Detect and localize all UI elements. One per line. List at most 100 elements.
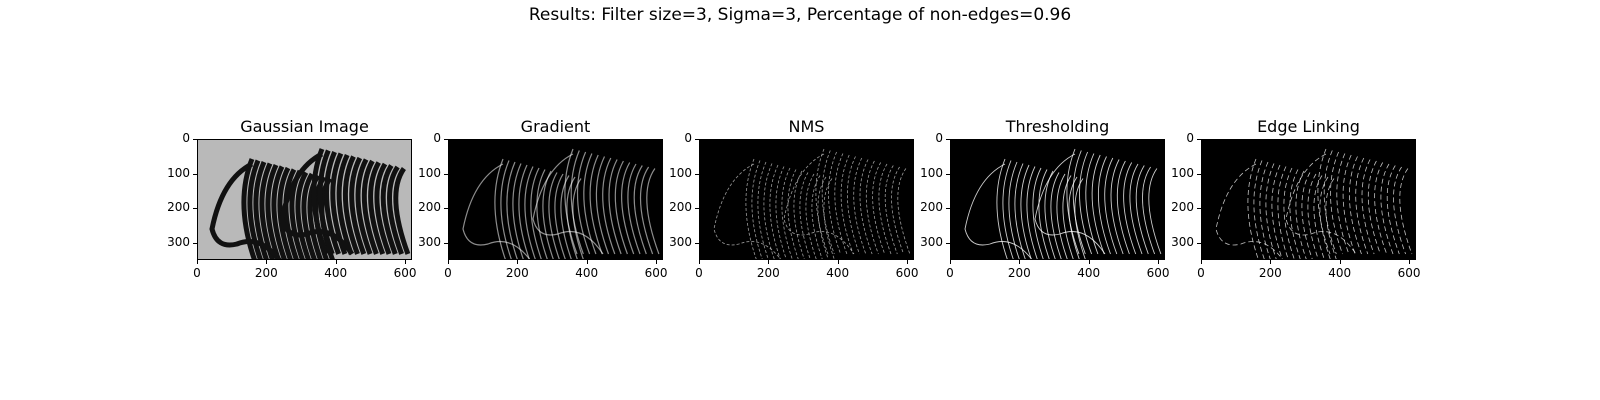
x-tick-mark	[448, 260, 449, 264]
y-tick-label: 0	[433, 131, 441, 145]
x-tick-label: 600	[644, 266, 668, 280]
x-tick-label: 400	[575, 266, 599, 280]
zebra-stripe	[627, 163, 641, 255]
y-tick-mark	[1197, 242, 1201, 244]
zebra-stripe	[295, 171, 312, 260]
x-tick-label: 600	[393, 266, 417, 280]
zebra-stripe	[589, 154, 603, 255]
zebra-stripe	[512, 163, 525, 260]
x-tick-label: 0	[695, 266, 703, 280]
zebra-stripe	[564, 148, 578, 255]
panel-title: Thresholding	[1005, 117, 1110, 136]
zebra-stripe	[1020, 164, 1033, 260]
zebra-stripe	[817, 176, 830, 260]
y-tick-label: 0	[1186, 131, 1194, 145]
zebra-stripe	[1085, 153, 1099, 255]
x-tick-mark	[699, 260, 700, 264]
zebra-outline	[713, 163, 782, 260]
x-tick-mark	[907, 260, 909, 264]
figure-title: Results: Filter size=3, Sigma=3, Percent…	[528, 5, 1072, 25]
y-tick-mark	[193, 139, 197, 140]
zebra-stripe	[834, 153, 848, 255]
zebra-stripe	[271, 165, 288, 260]
x-tick-mark	[1270, 260, 1272, 264]
y-tick-mark	[946, 173, 950, 175]
image-panel-2: Gradient 0 100 200 300 0 200 400 600	[418, 117, 667, 315]
zebra-stripe	[1038, 169, 1051, 260]
zebra-stripe	[583, 153, 597, 255]
zebra-stripe	[1393, 166, 1406, 255]
zebra-stripe	[311, 148, 329, 255]
x-tick-label: 600	[895, 266, 919, 280]
zebra-stripe	[815, 148, 829, 255]
x-tick-label: 200	[1258, 266, 1282, 280]
zebra-stripe	[1014, 163, 1027, 260]
y-tick-mark	[444, 242, 448, 244]
y-tick-mark	[1197, 139, 1201, 140]
zebra-stripe	[342, 155, 360, 255]
zebra-stripe	[1247, 158, 1260, 260]
zebra-outline	[964, 163, 1033, 260]
zebra-stripe	[355, 158, 373, 255]
zebra-stripe	[1008, 161, 1021, 260]
x-tick-mark	[197, 260, 198, 264]
y-tick-label: 300	[920, 234, 943, 249]
y-tick-mark	[695, 242, 699, 244]
zebra-stripe	[1110, 159, 1124, 255]
zebra-stripe	[1002, 160, 1015, 260]
zebra-stripe	[241, 158, 258, 260]
zebra-stripe	[1026, 166, 1039, 260]
x-tick-label: 200	[1007, 266, 1031, 280]
zebra-stripe	[1097, 156, 1111, 255]
x-tick-mark	[517, 260, 519, 264]
zebra-stripe	[640, 166, 654, 255]
y-tick-mark	[1197, 208, 1201, 210]
x-tick-label: 200	[505, 266, 529, 280]
zebra-stripe	[1104, 157, 1118, 255]
y-tick-mark	[946, 139, 950, 140]
zebra-stripe	[277, 166, 294, 260]
zebra-stripe	[1259, 161, 1272, 260]
zebra-stripe	[805, 173, 818, 260]
x-tick-mark	[768, 260, 770, 264]
zebra-stripe	[1349, 156, 1362, 255]
zebra-stripe	[393, 167, 411, 255]
y-tick-mark	[1197, 173, 1201, 175]
panel-title: NMS	[788, 117, 825, 136]
y-tick-label: 300	[418, 234, 441, 249]
zebra-stripe	[811, 175, 824, 260]
x-tick-mark	[950, 260, 951, 264]
zebra-stripe	[646, 168, 660, 255]
zebra-stripe	[1142, 166, 1156, 255]
y-tick-label: 300	[669, 234, 692, 249]
zebra-stripe	[1307, 173, 1320, 260]
zebra-stripe	[769, 164, 782, 260]
panel-image	[1201, 139, 1416, 260]
y-tick-label: 300	[167, 234, 190, 249]
zebra-stripe	[602, 157, 616, 255]
zebra-outline	[279, 151, 355, 256]
zebra-stripe	[1277, 166, 1290, 260]
zebra-stripe	[374, 162, 392, 255]
zebra-stripe	[1399, 168, 1413, 255]
zebra-stripe	[878, 163, 892, 255]
zebra-stripe	[757, 161, 770, 260]
panel-title: Edge Linking	[1257, 117, 1360, 136]
zebra-stripe	[1091, 154, 1105, 255]
zebra-stripe	[500, 160, 513, 260]
zebra-stripe	[301, 172, 318, 260]
zebra-outline	[532, 153, 604, 255]
zebra-stripe	[536, 169, 549, 260]
zebra-stripe	[1148, 168, 1162, 255]
y-tick-mark	[695, 139, 699, 140]
y-tick-label: 100	[1171, 165, 1194, 180]
zebra-stripe	[828, 151, 841, 255]
zebra-stripe	[781, 167, 794, 260]
zebra-stripe	[1253, 160, 1266, 260]
y-tick-label: 100	[920, 165, 943, 180]
zebra-outline	[1034, 153, 1106, 255]
zebra-stripe	[595, 156, 610, 255]
y-tick-mark	[695, 208, 699, 210]
y-tick-label: 200	[1171, 200, 1194, 215]
zebra-stripe	[1325, 178, 1338, 260]
